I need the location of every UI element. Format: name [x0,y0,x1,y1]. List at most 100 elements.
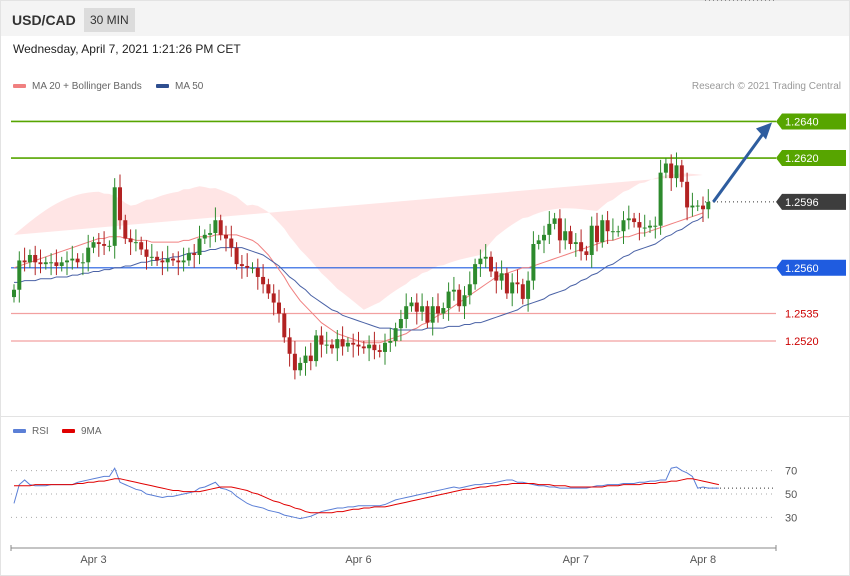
candle-body [287,337,292,354]
candle-body [478,258,483,265]
candle-body [266,284,271,294]
candle-body [96,242,101,245]
candle-body [414,302,419,312]
candle-body [701,205,705,210]
candle-body [59,262,64,266]
candle-body [393,328,398,341]
candle-body [277,302,281,314]
candle-body [542,234,546,241]
level-tag-1.2620 [776,150,846,167]
candle-body [324,344,329,346]
candle-body [202,234,207,239]
candle-body [473,264,478,285]
candle-body [573,242,578,245]
candle-body [330,344,334,349]
x-tick-label: Apr 6 [345,554,371,566]
candle-body [144,249,149,257]
candle-body [351,342,356,345]
target-arrow [712,131,766,203]
candle-body [557,218,562,241]
candle-body [441,308,446,314]
candle-body [595,225,599,243]
candle-body [314,335,319,362]
candle-body [520,284,525,299]
candle-body [356,344,361,347]
level-label-1.2560: 1.2560 [785,263,819,275]
candle-body [589,225,594,255]
candle-body [224,234,228,239]
candle-body [637,222,642,228]
candle-body [133,242,138,244]
candle-body [420,306,425,312]
candle-body [17,260,22,290]
rsi-swatch [13,429,26,434]
candle-body [552,218,557,224]
legend-ma20-bb: MA 20 + Bollinger Bands [13,81,142,92]
candle-body [229,238,234,248]
research-credit: Research © 2021 Trading Central [691,81,841,92]
candle-body [706,201,711,210]
header-bar: USD/CAD 30 MIN [1,1,849,36]
candle-body [526,280,531,299]
nine-ma-swatch [62,429,75,434]
rsi-tick-30: 30 [785,512,797,524]
candle-body [213,220,218,234]
x-tick-label: Apr 7 [563,554,589,566]
candle-body [107,245,112,247]
candle-body [536,240,541,245]
candle-body [112,187,117,246]
legend-ma20-label: MA 20 + Bollinger Bands [32,81,142,92]
ma50-line [14,216,704,331]
candle-body [128,238,133,243]
target-arrowhead [756,122,772,140]
candle-body [467,284,472,296]
rsi-tick-50: 50 [785,489,797,501]
x-tick-label: Apr 3 [80,554,106,566]
timeframe-badge[interactable]: 30 MIN [84,8,135,32]
candle-body [176,260,181,263]
candle-body [298,362,303,371]
candle-body [54,262,59,266]
legend-rsi-label: RSI [32,426,49,437]
candle-body [171,258,175,261]
candle-body [483,256,488,259]
candle-body [335,339,340,349]
level-label-1.2535: 1.2535 [785,309,819,321]
level-tag-1.2596 [776,193,846,210]
candle-body [605,220,610,232]
candle-body [626,218,631,221]
candle-body [685,181,690,208]
candle-body [658,172,663,226]
candle-body [494,271,499,281]
candle-body [579,242,584,252]
legend-ma50-label: MA 50 [175,81,204,92]
candle-body [600,220,605,243]
candle-body [504,273,509,294]
candle-body [245,265,250,268]
candle-body [377,350,382,352]
candle-body [192,253,197,255]
candle-body [75,258,80,263]
candle-body [436,306,440,314]
rsi-tick-70: 70 [785,466,797,478]
candle-body [690,205,695,208]
candle-body [679,165,684,182]
bollinger-band [14,173,703,310]
candle-body [282,313,287,338]
candle-body [43,262,48,265]
candle-body [12,289,16,298]
candle-body [255,267,260,277]
candle-body [102,244,107,246]
candle-body [404,306,409,320]
candle-body [33,254,38,263]
candles [12,152,711,380]
candle-body [653,225,658,227]
candle-body [563,231,568,241]
candle-body [409,302,414,307]
candle-body [292,353,297,371]
candle-body [383,342,387,352]
candle-body [398,319,403,329]
candle-body [695,205,700,207]
candle-body [388,340,393,343]
candle-body [38,262,43,265]
